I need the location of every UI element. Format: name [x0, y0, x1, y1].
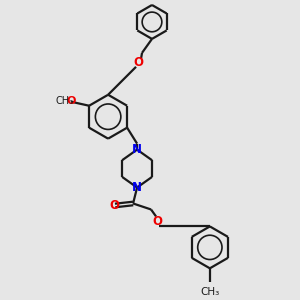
Text: CH₃: CH₃ — [55, 96, 73, 106]
Text: O: O — [67, 96, 76, 106]
Text: O: O — [109, 199, 119, 212]
Text: N: N — [132, 143, 142, 156]
Text: O: O — [152, 215, 162, 228]
Text: O: O — [133, 56, 143, 69]
Text: CH₃: CH₃ — [200, 287, 220, 297]
Text: N: N — [132, 181, 142, 194]
